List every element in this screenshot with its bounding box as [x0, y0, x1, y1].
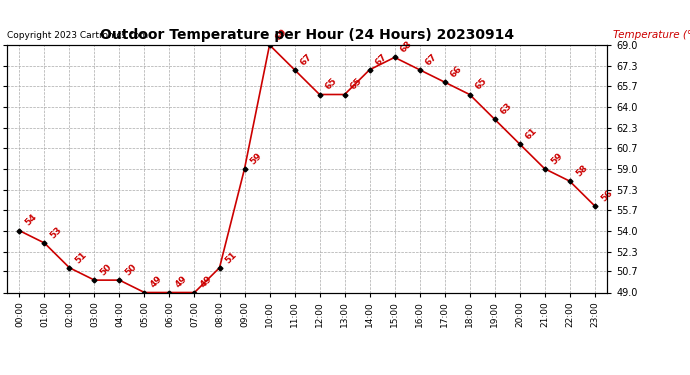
- Text: 67: 67: [299, 52, 314, 67]
- Text: 49: 49: [148, 274, 164, 290]
- Text: 51: 51: [224, 250, 239, 265]
- Text: 66: 66: [448, 64, 464, 80]
- Text: 68: 68: [399, 39, 414, 55]
- Text: Copyright 2023 Cartronics.com: Copyright 2023 Cartronics.com: [7, 31, 148, 40]
- Text: 65: 65: [348, 76, 364, 92]
- Text: 59: 59: [549, 151, 564, 166]
- Text: 56: 56: [599, 188, 614, 203]
- Text: 54: 54: [23, 213, 39, 228]
- Text: 69: 69: [274, 27, 289, 42]
- Text: 58: 58: [574, 163, 589, 178]
- Title: Outdoor Temperature per Hour (24 Hours) 20230914: Outdoor Temperature per Hour (24 Hours) …: [100, 28, 514, 42]
- Text: 50: 50: [99, 262, 114, 278]
- Text: 49: 49: [199, 274, 214, 290]
- Text: 63: 63: [499, 101, 514, 117]
- Text: 53: 53: [48, 225, 63, 240]
- Text: 50: 50: [124, 262, 139, 278]
- Text: 51: 51: [74, 250, 89, 265]
- Text: 59: 59: [248, 151, 264, 166]
- Text: 65: 65: [474, 76, 489, 92]
- Text: 67: 67: [374, 52, 389, 67]
- Text: 65: 65: [324, 76, 339, 92]
- Text: Temperature (°F): Temperature (°F): [613, 30, 690, 40]
- Text: 61: 61: [524, 126, 539, 141]
- Text: 49: 49: [174, 274, 189, 290]
- Text: 67: 67: [424, 52, 439, 67]
